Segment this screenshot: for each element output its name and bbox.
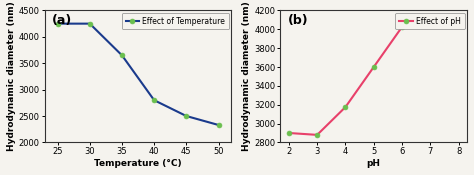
Effect of pH [399, 26, 405, 28]
Effect of pH [314, 134, 320, 136]
Line: Effect of pH: Effect of pH [286, 18, 461, 137]
X-axis label: Temperature (°C): Temperature (°C) [94, 159, 182, 168]
Effect of pH [286, 132, 292, 134]
X-axis label: pH: pH [367, 159, 381, 168]
Effect of Temperature [151, 99, 157, 101]
Effect of Temperature [183, 115, 189, 117]
Text: (a): (a) [52, 14, 73, 27]
Text: (b): (b) [288, 14, 309, 27]
Effect of pH [343, 106, 348, 108]
Legend: Effect of pH: Effect of pH [395, 13, 465, 29]
Y-axis label: Hydrodynamic diameter (nm): Hydrodynamic diameter (nm) [7, 2, 16, 151]
Effect of Temperature [87, 23, 92, 25]
Effect of Temperature [216, 124, 221, 126]
Effect of Temperature [55, 23, 60, 25]
Effect of pH [371, 66, 376, 68]
Effect of pH [456, 19, 461, 21]
Line: Effect of Temperature: Effect of Temperature [55, 21, 221, 127]
Effect of Temperature [119, 54, 125, 56]
Effect of pH [428, 23, 433, 25]
Y-axis label: Hydrodynamic diameter (nm): Hydrodynamic diameter (nm) [243, 2, 252, 151]
Legend: Effect of Temperature: Effect of Temperature [122, 13, 229, 29]
